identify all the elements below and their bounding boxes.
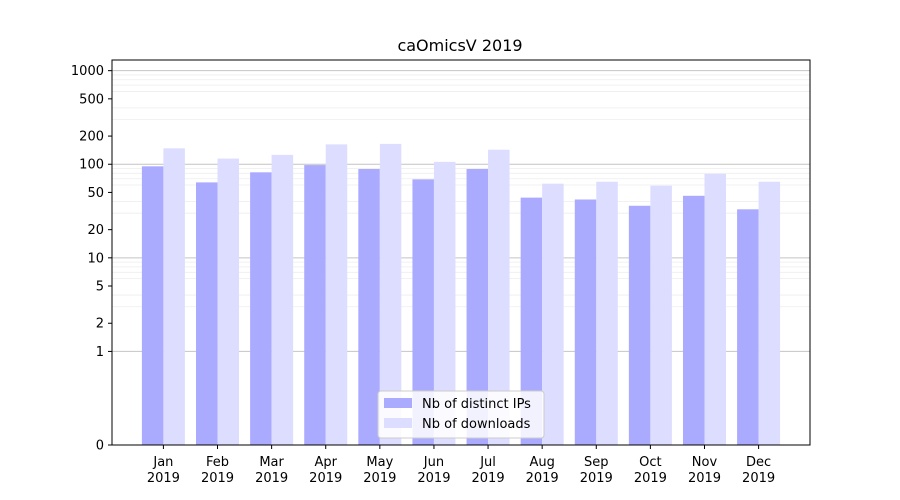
bar	[271, 154, 294, 445]
bar	[358, 168, 380, 445]
bar	[596, 181, 618, 446]
bar	[737, 209, 759, 445]
plot-frame	[111, 59, 811, 446]
bar	[542, 183, 564, 445]
bar	[574, 199, 597, 445]
bar	[466, 168, 489, 445]
x-tick-label-year: 2019	[742, 471, 775, 486]
bar	[412, 179, 434, 445]
legend-swatch	[384, 398, 412, 408]
y-tick-label: 5	[96, 280, 104, 295]
x-axis: Jan2019Feb2019Mar2019Apr2019May2019Jun20…	[147, 445, 775, 486]
bar	[141, 166, 164, 445]
bar	[520, 197, 543, 445]
x-tick-label-year: 2019	[309, 471, 342, 486]
x-tick-label-month: May	[366, 455, 393, 470]
x-tick-label-month: Sep	[584, 455, 609, 470]
x-tick-label-year: 2019	[634, 471, 667, 486]
x-tick-label-year: 2019	[255, 471, 288, 486]
y-tick-label: 0	[96, 439, 104, 454]
bar	[704, 173, 726, 446]
bar	[304, 165, 326, 445]
x-tick-label-month: Jun	[423, 455, 444, 470]
bar	[379, 143, 402, 445]
x-tick-label-year: 2019	[201, 471, 234, 486]
y-tick-label: 1	[96, 345, 104, 360]
legend-label: Nb of downloads	[422, 417, 531, 432]
x-tick-label-month: Jul	[479, 455, 496, 470]
bar	[217, 158, 240, 445]
y-tick-label: 10	[87, 251, 104, 266]
x-tick-label-month: Oct	[639, 455, 661, 470]
legend-box	[377, 390, 545, 439]
x-tick-label-year: 2019	[147, 471, 180, 486]
bar	[650, 185, 672, 446]
bar	[628, 205, 651, 445]
y-tick-label: 500	[79, 92, 104, 107]
y-tick-label: 100	[79, 158, 104, 173]
y-tick-label: 1000	[71, 64, 104, 79]
x-tick-label-year: 2019	[472, 471, 505, 486]
x-tick-label-month: Jan	[152, 455, 173, 470]
bars	[141, 143, 781, 446]
x-tick-label-month: Feb	[206, 455, 229, 470]
bar	[682, 195, 705, 445]
chart-title: caOmicsV 2019	[397, 36, 522, 55]
x-tick-label-year: 2019	[417, 471, 450, 486]
legend-swatch	[384, 418, 412, 428]
x-tick-label-year: 2019	[526, 471, 559, 486]
bar	[433, 161, 456, 445]
bar	[488, 149, 510, 445]
y-axis: 0 1 2 5 10 20 50 100 200 500 1000	[71, 64, 112, 454]
bar	[250, 172, 272, 446]
legend-label: Nb of distinct IPs	[422, 397, 531, 412]
x-tick-label-year: 2019	[363, 471, 396, 486]
x-tick-label-month: Nov	[692, 455, 718, 470]
x-tick-label-year: 2019	[688, 471, 721, 486]
y-tick-label: 50	[87, 186, 104, 201]
legend: Nb of distinct IPs Nb of downloads	[377, 390, 545, 439]
x-tick-label-year: 2019	[580, 471, 613, 486]
bar	[758, 181, 781, 446]
bar	[325, 144, 348, 445]
y-tick-label: 2	[96, 317, 104, 332]
y-tick-label: 20	[87, 223, 104, 238]
x-tick-label-month: Dec	[746, 455, 771, 470]
x-tick-label-month: Aug	[529, 455, 554, 470]
y-tick-label: 200	[79, 130, 104, 145]
x-tick-label-month: Mar	[259, 455, 284, 470]
bar	[163, 148, 185, 446]
bar	[196, 182, 218, 445]
x-tick-label-month: Apr	[314, 455, 337, 470]
